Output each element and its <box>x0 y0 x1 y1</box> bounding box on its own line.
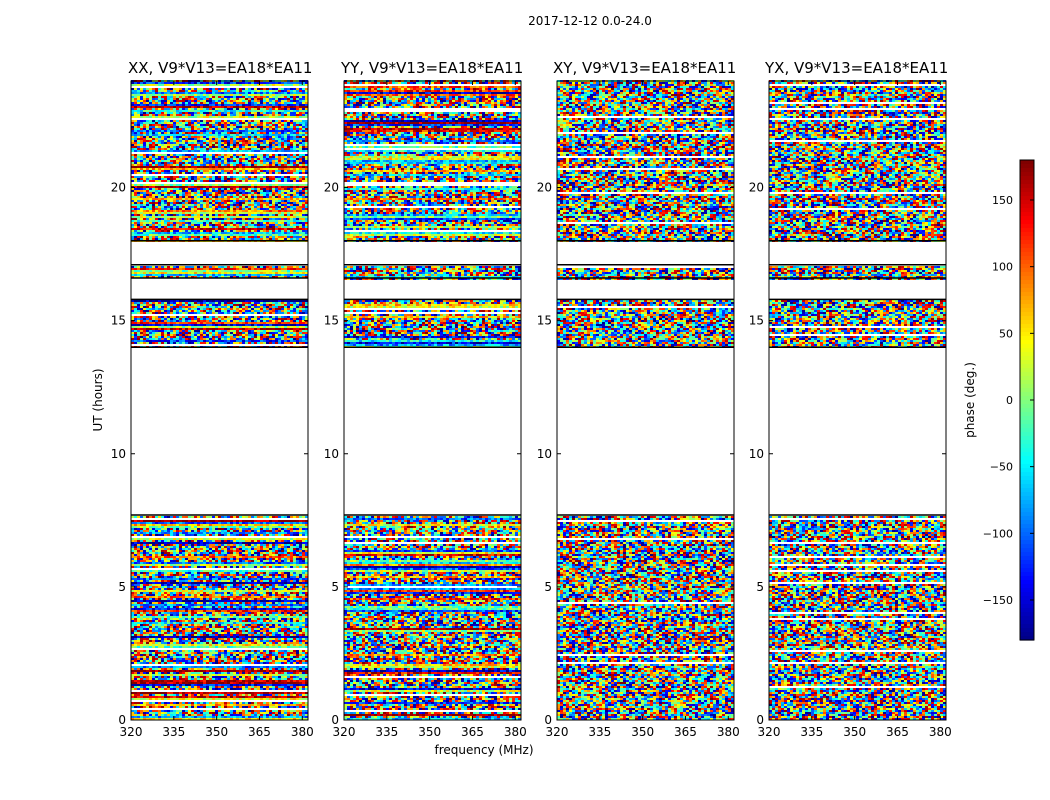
x-tick-label: 335 <box>162 725 185 739</box>
x-tick-label: 365 <box>886 725 909 739</box>
x-tick-label: 350 <box>418 725 441 739</box>
colorbar-tick-label: 50 <box>999 327 1013 340</box>
colorbar-tick-label: −150 <box>983 594 1013 607</box>
y-tick-label: 10 <box>324 447 339 461</box>
colorbar-tick-label: 0 <box>1006 394 1013 407</box>
y-tick-label: 0 <box>544 713 552 727</box>
colorbar-tick-label: 100 <box>992 261 1013 274</box>
y-tick-label: 5 <box>331 580 339 594</box>
x-tick-label: 380 <box>929 725 952 739</box>
y-tick-label: 10 <box>537 447 552 461</box>
x-tick-label: 335 <box>800 725 823 739</box>
x-tick-label: 320 <box>120 725 143 739</box>
y-tick-label: 20 <box>324 181 339 195</box>
colorbar-tick-label: −100 <box>983 527 1013 540</box>
x-tick-label: 350 <box>205 725 228 739</box>
colorbar-label: phase (deg.) <box>963 362 977 438</box>
x-tick-label: 335 <box>375 725 398 739</box>
y-tick-label: 0 <box>118 713 126 727</box>
x-tick-label: 320 <box>546 725 569 739</box>
y-tick-label: 5 <box>544 580 552 594</box>
y-tick-label: 5 <box>756 580 764 594</box>
y-tick-label: 20 <box>749 181 764 195</box>
phase-heatmap-yy <box>344 80 521 720</box>
y-tick-label: 10 <box>749 447 764 461</box>
y-axis-label: UT (hours) <box>91 368 105 431</box>
y-tick-label: 15 <box>537 314 552 328</box>
y-tick-label: 15 <box>111 314 126 328</box>
x-tick-label: 365 <box>674 725 697 739</box>
colorbar-tick-label: 150 <box>992 194 1013 207</box>
y-tick-label: 15 <box>749 314 764 328</box>
x-tick-label: 350 <box>631 725 654 739</box>
x-tick-label: 335 <box>588 725 611 739</box>
phase-heatmap-xy <box>557 80 734 720</box>
y-tick-label: 20 <box>537 181 552 195</box>
x-tick-label: 320 <box>758 725 781 739</box>
y-tick-label: 15 <box>324 314 339 328</box>
y-tick-label: 10 <box>111 447 126 461</box>
phase-heatmap-xx <box>131 80 308 720</box>
y-tick-label: 0 <box>756 713 764 727</box>
x-tick-label: 365 <box>461 725 484 739</box>
x-tick-label: 380 <box>504 725 527 739</box>
y-tick-label: 5 <box>118 580 126 594</box>
phase-heatmap-yx <box>769 80 946 720</box>
colorbar-tick-label: −50 <box>990 461 1013 474</box>
x-tick-label: 365 <box>248 725 271 739</box>
x-tick-label: 350 <box>843 725 866 739</box>
y-tick-label: 20 <box>111 181 126 195</box>
x-tick-label: 380 <box>717 725 740 739</box>
y-tick-label: 0 <box>331 713 339 727</box>
x-axis-label: frequency (MHz) <box>384 743 584 757</box>
x-tick-label: 380 <box>291 725 314 739</box>
x-tick-label: 320 <box>333 725 356 739</box>
